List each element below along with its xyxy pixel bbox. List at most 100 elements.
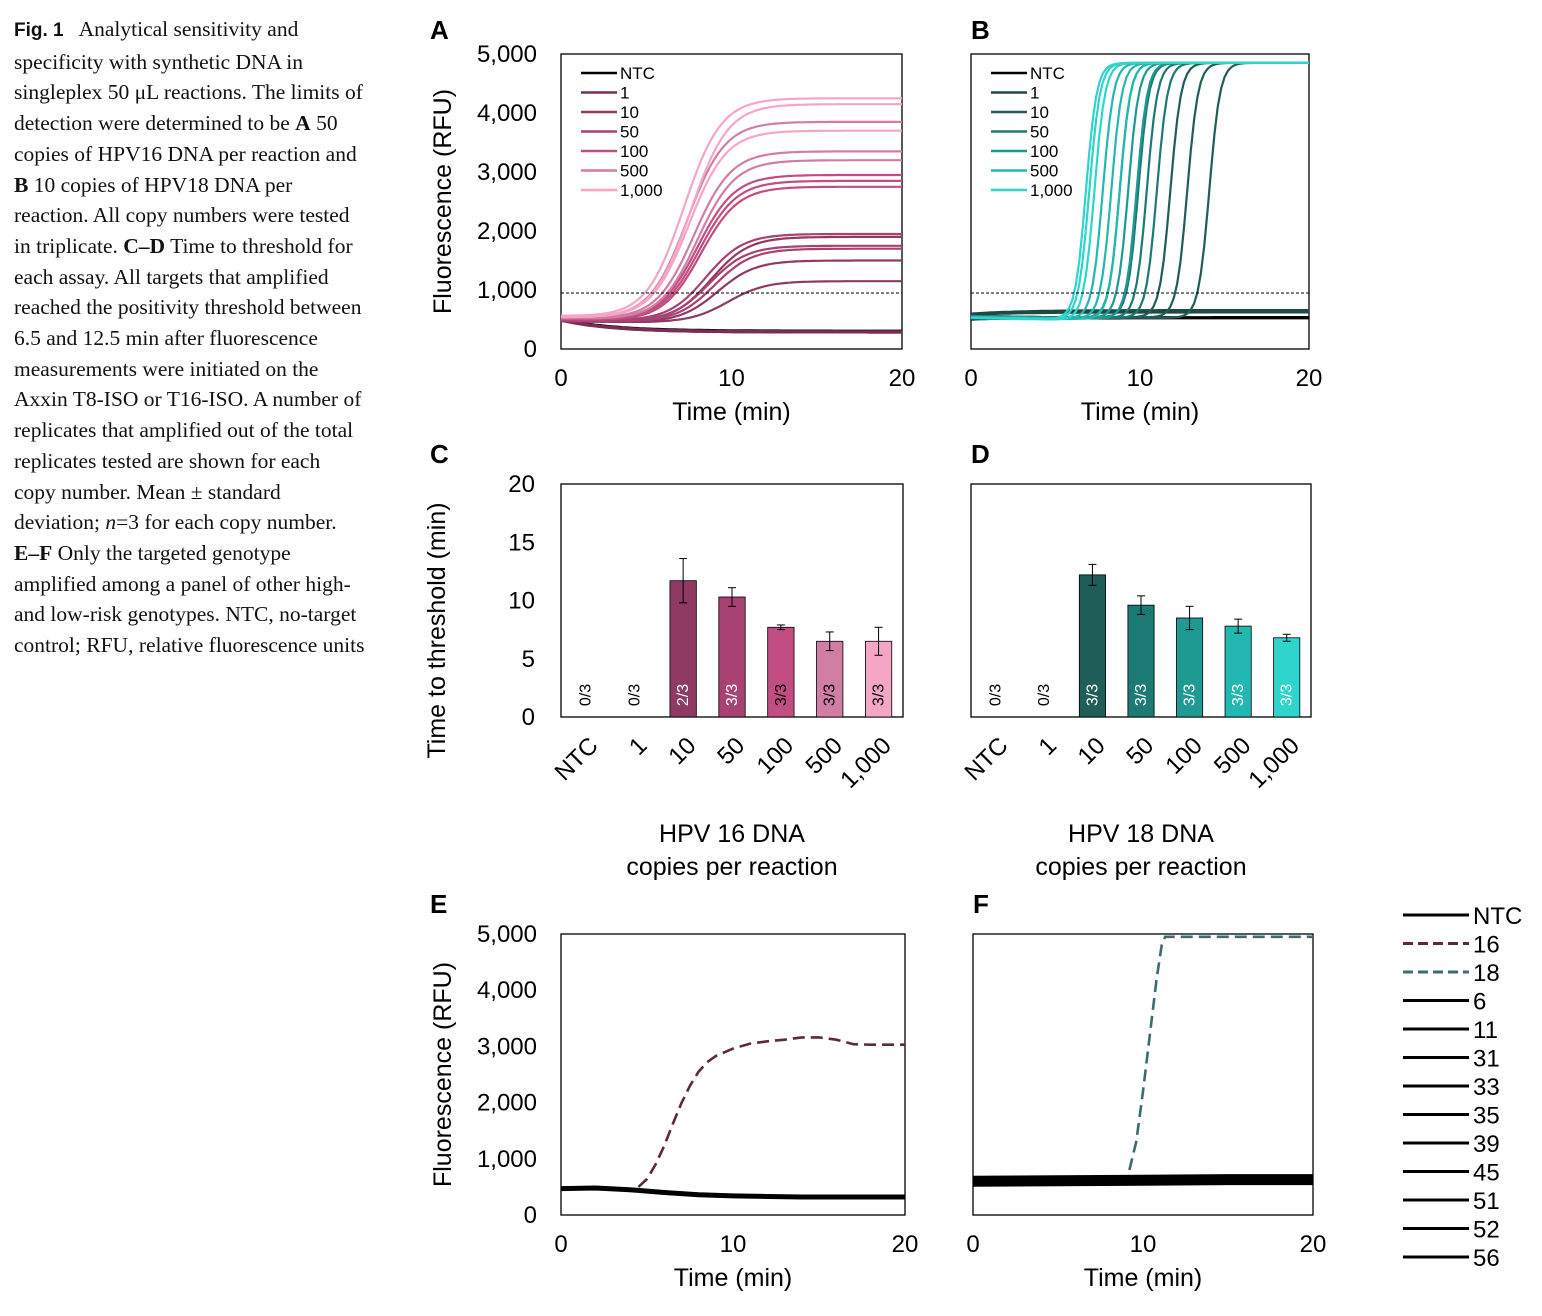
y-tick-label-E: 3,000 [477,1033,537,1060]
figure-caption: Fig. 1 Analytical sensitivity and specif… [14,14,366,661]
panel-label-E: E [430,889,447,919]
y-tick-label-A: 2,000 [477,218,537,245]
bar-C [864,640,893,718]
x-tick-label-E: 10 [720,1231,747,1258]
caption-cd-label: C–D [123,233,166,258]
y-tick-label-E: 0 [524,1202,537,1229]
caption-fig-label: Fig. 1 [14,20,64,41]
category-label-D: 10 [1073,732,1111,770]
bar-count-label-C: 3/3 [773,684,790,706]
legend-label-EF: 6 [1473,989,1486,1016]
x-tick-label-E: 0 [554,1231,567,1258]
bar-count-label-C: 3/3 [871,684,888,706]
legend-label-B: 1,000 [1030,181,1073,200]
legend-label-EF: 51 [1473,1188,1500,1215]
bar-count-label-D: 0/3 [1036,684,1053,706]
bar-count-label-D: 3/3 [1133,684,1150,706]
bar-count-label-D: 3/3 [1230,684,1247,706]
plot-area-A [560,53,903,350]
legend-label-EF: 56 [1473,1245,1500,1272]
bar-count-label-D: 3/3 [1182,684,1199,706]
x-tick-label-A: 10 [718,365,745,392]
bar-D [1127,604,1155,718]
y-tick-label-E: 1,000 [477,1146,537,1173]
legend-label-EF: 31 [1473,1046,1500,1073]
legend-label-B: 50 [1030,123,1049,142]
genotype-panel-lines-F [972,1174,1313,1187]
legend-label-EF: 33 [1473,1074,1500,1101]
bar-count-label-D: 3/3 [1279,684,1296,706]
plot-area-B [970,53,1310,350]
legend-label-B: 500 [1030,162,1058,181]
legend-label-EF: NTC [1473,903,1522,930]
category-label-D: 1 [1034,732,1063,761]
series-line-A [561,247,902,323]
series-line-A [560,185,902,321]
caption-b-label: B [14,172,29,197]
y-tick-label-C: 15 [508,529,535,556]
legend-label-EF: 18 [1473,960,1500,987]
category-label-C: 50 [712,732,750,770]
category-label-C: NTC [550,732,604,786]
series-line-A [561,150,902,319]
legend-label-A: 100 [620,142,648,161]
series-line-A [561,129,902,318]
y-tick-label-C: 10 [508,588,535,615]
x-tick-label-F: 0 [966,1231,979,1258]
legend-label-A: 500 [620,162,648,181]
bar-count-label-C: 0/3 [626,684,643,706]
bar-count-label-C: 2/3 [675,684,692,706]
caption-cd-text: Time to threshold for each assay. All ta… [14,233,362,535]
target-series-line-F [1128,935,1313,1171]
caption-b-text: 10 copies of HPV18 DNA per reaction. All… [14,172,350,258]
panel-label-C: C [430,439,449,469]
x-axis-title-D: HPV 18 DNA [1068,820,1214,848]
panel-label-B: B [971,15,990,45]
legend-label-A: 1 [620,84,629,103]
y-tick-label-E: 4,000 [477,977,537,1004]
category-label-C: 10 [663,732,701,770]
y-tick-label-A: 5,000 [477,41,537,68]
y-tick-label-C: 0 [522,704,535,731]
legend-label-B: NTC [1030,64,1065,83]
y-tick-label-C: 20 [508,471,535,498]
legend-label-EF: 35 [1473,1103,1500,1130]
series-line-B [970,311,1309,316]
panel-label-D: D [971,439,990,469]
legend-label-EF: 45 [1473,1160,1500,1187]
y-axis-title-E: Fluorescence (RFU) [429,962,457,1187]
category-label-C: 1 [624,732,653,761]
series-line-A [561,159,902,320]
bar-count-label-C: 3/3 [724,684,741,706]
y-tick-label-A: 4,000 [477,100,537,127]
x-tick-label-A: 0 [554,365,567,392]
legend-label-A: 10 [620,103,639,122]
category-label-D: NTC [960,732,1014,786]
x-axis-subtitle-D: copies per reaction [1035,853,1246,881]
bar-count-label-D: 0/3 [987,684,1004,706]
panel-label-F: F [973,889,989,919]
caption-intro: Analytical sensitivity and specificity w… [14,17,363,136]
series-line-A [561,103,902,318]
legend-label-B: 1 [1030,84,1039,103]
y-axis-title-C: Time to threshold (min) [423,502,451,758]
legend-label-EF: 11 [1473,1017,1498,1044]
legend-label-EF: 52 [1473,1217,1500,1244]
x-axis-title-A: Time (min) [672,398,791,426]
caption-a-text: 50 copies of HPV16 DNA per reaction and [14,111,357,166]
bar-count-label-D: 3/3 [1084,684,1101,706]
legend-label-EF: 39 [1473,1131,1500,1158]
series-line-B [970,61,1309,321]
x-tick-label-B: 20 [1296,365,1323,392]
target-series-line-E [637,1036,905,1188]
category-label-C: 100 [752,732,799,779]
legend-label-A: 1,000 [620,181,663,200]
plot-area-E [560,933,906,1216]
x-tick-label-B: 10 [1127,365,1154,392]
category-label-D: 100 [1160,732,1207,779]
caption-a-label: A [295,111,311,136]
caption-n-text: =3 for each copy number. [116,510,337,535]
x-tick-label-A: 20 [889,365,916,392]
legend-label-EF: 16 [1473,932,1500,959]
